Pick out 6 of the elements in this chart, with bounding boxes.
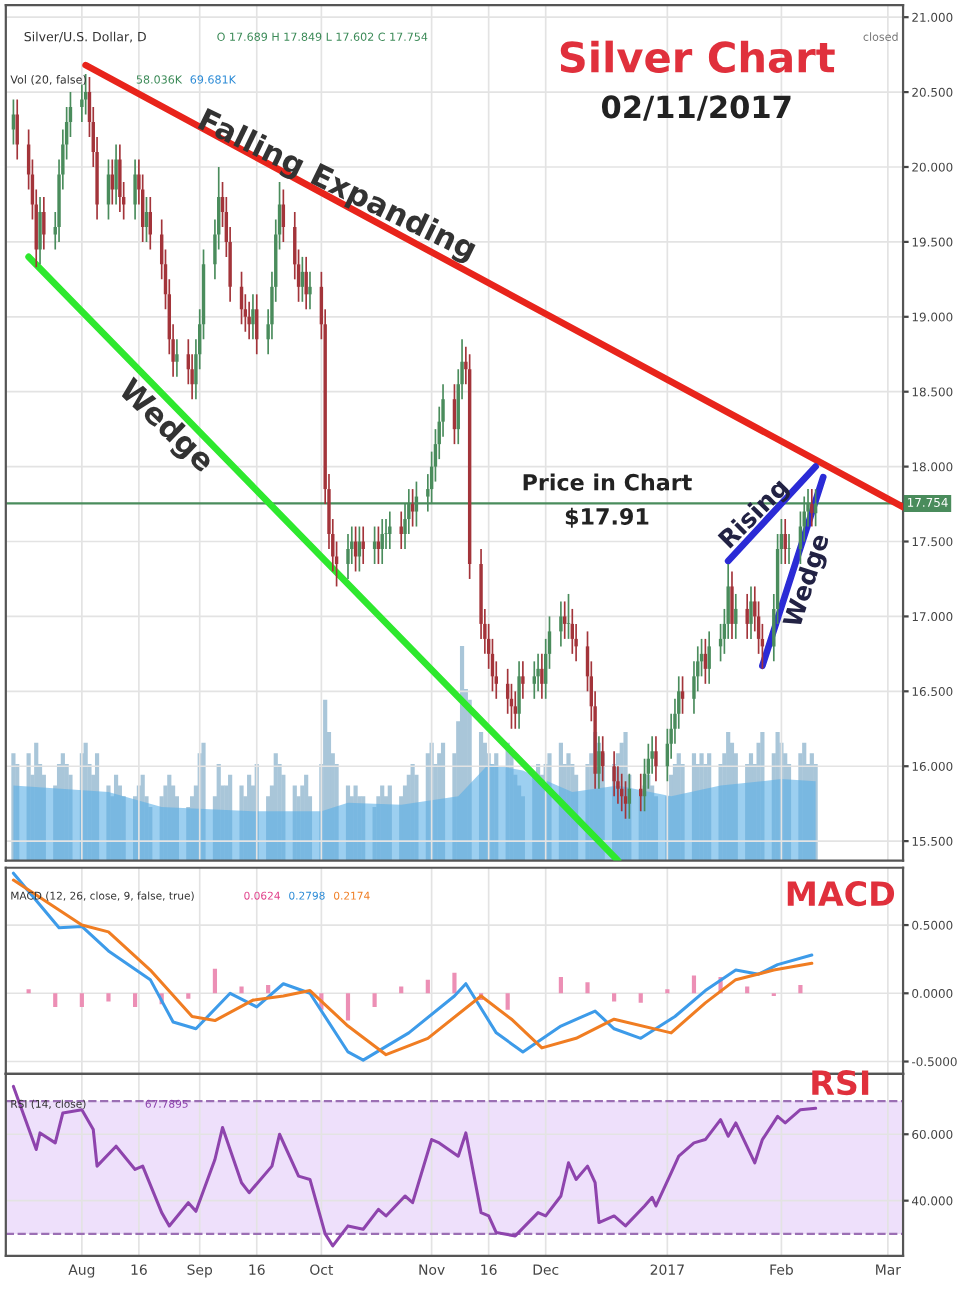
chart-title: MACD [787,881,895,907]
text: Silver Chart [560,40,835,73]
chart-title: RSI [812,1070,869,1096]
annotation: $17.91 [565,507,649,528]
text: 02/11/2017 [601,95,791,121]
annotation: Price in Chart [523,473,692,491]
